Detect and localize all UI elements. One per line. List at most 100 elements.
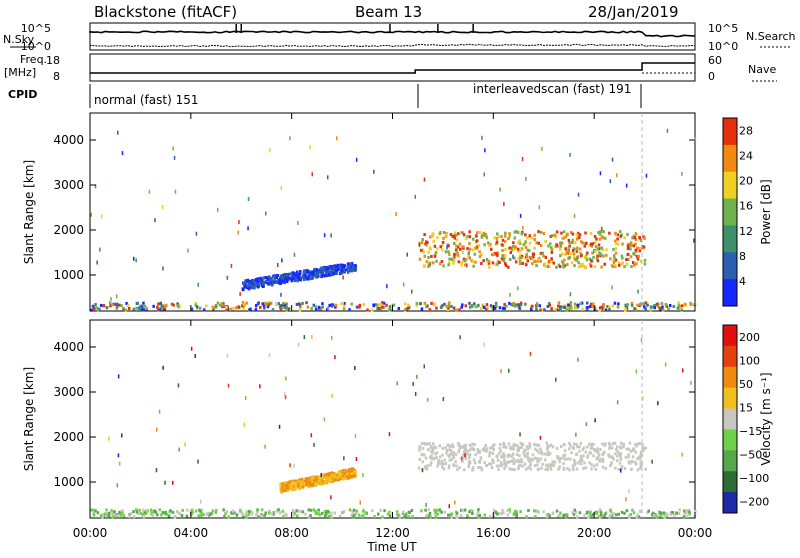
data-cell	[483, 306, 486, 309]
data-cell	[286, 277, 289, 281]
data-cell	[383, 509, 386, 513]
data-cell	[298, 509, 301, 513]
colorbar-tick-label: 200	[739, 331, 760, 344]
data-cell	[314, 308, 318, 312]
data-speckle	[99, 247, 101, 252]
data-cell	[616, 233, 619, 237]
data-cell	[461, 509, 464, 513]
data-cell	[485, 464, 489, 467]
data-cell	[338, 265, 341, 268]
data-cell	[460, 305, 463, 309]
data-cell	[464, 443, 467, 447]
data-cell	[575, 452, 578, 456]
data-cell	[410, 509, 414, 512]
data-cell	[533, 238, 536, 241]
nave-label: Nave	[748, 63, 776, 76]
data-cell	[216, 301, 220, 305]
data-cell	[290, 485, 294, 489]
data-cell	[563, 258, 566, 262]
data-cell	[159, 301, 162, 305]
data-cell	[452, 456, 456, 460]
freq-tick-high: 18	[46, 54, 60, 67]
data-cell	[523, 453, 526, 457]
data-cell	[330, 264, 333, 268]
data-cell	[303, 276, 306, 280]
data-cell	[442, 231, 446, 234]
data-cell	[441, 462, 445, 466]
data-cell	[602, 230, 605, 234]
data-cell	[495, 236, 499, 240]
data-cell	[346, 472, 349, 476]
data-cell	[466, 514, 469, 518]
colorbar-segment	[723, 279, 737, 307]
data-cell	[474, 260, 477, 264]
data-cell	[128, 513, 131, 517]
data-cell	[635, 444, 638, 448]
data-cell	[281, 509, 285, 513]
data-cell	[534, 260, 537, 264]
data-cell	[601, 236, 605, 240]
data-cell	[608, 307, 611, 311]
data-cell	[634, 242, 637, 246]
data-cell	[284, 303, 287, 307]
data-speckle	[454, 500, 456, 505]
data-cell	[527, 466, 530, 470]
data-cell	[533, 464, 537, 468]
data-cell	[442, 264, 445, 268]
data-cell	[610, 455, 614, 459]
data-cell	[544, 240, 547, 243]
data-speckle	[320, 473, 322, 477]
data-cell	[565, 513, 569, 517]
data-speckle	[162, 365, 164, 370]
data-cell	[352, 515, 355, 519]
data-cell	[354, 470, 357, 474]
data-cell	[598, 251, 601, 255]
data-cell	[445, 448, 449, 452]
data-cell	[222, 302, 225, 306]
data-cell	[325, 271, 328, 275]
data-cell	[257, 515, 260, 519]
data-cell	[517, 241, 520, 245]
data-cell	[685, 514, 689, 518]
data-speckle	[645, 173, 648, 178]
data-speckle	[693, 238, 695, 243]
data-cell	[488, 454, 491, 458]
data-cell	[467, 250, 471, 254]
data-cell	[660, 301, 664, 305]
data-cell	[312, 477, 316, 481]
data-cell	[458, 466, 461, 469]
data-cell	[430, 450, 433, 454]
data-cell	[598, 237, 602, 241]
data-cell	[348, 508, 352, 512]
data-cell	[665, 304, 668, 308]
data-cell	[475, 513, 479, 517]
data-cell	[476, 510, 480, 514]
data-cell	[572, 252, 576, 256]
data-cell	[443, 302, 446, 306]
data-cell	[498, 451, 501, 455]
data-cell	[509, 258, 512, 261]
data-cell	[549, 242, 552, 246]
data-cell	[324, 514, 327, 518]
data-cell	[580, 240, 583, 244]
data-cell	[358, 305, 361, 309]
data-cell	[536, 459, 539, 463]
data-cell	[542, 254, 545, 258]
data-cell	[286, 274, 289, 277]
data-cell	[555, 243, 558, 247]
data-cell	[427, 514, 430, 518]
data-cell	[318, 513, 321, 517]
data-cell	[616, 242, 620, 246]
data-cell	[215, 509, 218, 513]
data-cell	[539, 308, 542, 312]
data-cell	[579, 302, 582, 306]
data-cell	[549, 443, 553, 447]
data-cell	[468, 256, 471, 260]
data-cell	[452, 259, 456, 263]
data-cell	[185, 514, 189, 518]
data-cell	[310, 272, 313, 276]
data-cell	[630, 303, 634, 307]
data-cell	[478, 514, 481, 517]
data-cell	[663, 515, 666, 519]
data-speckle	[303, 335, 306, 340]
